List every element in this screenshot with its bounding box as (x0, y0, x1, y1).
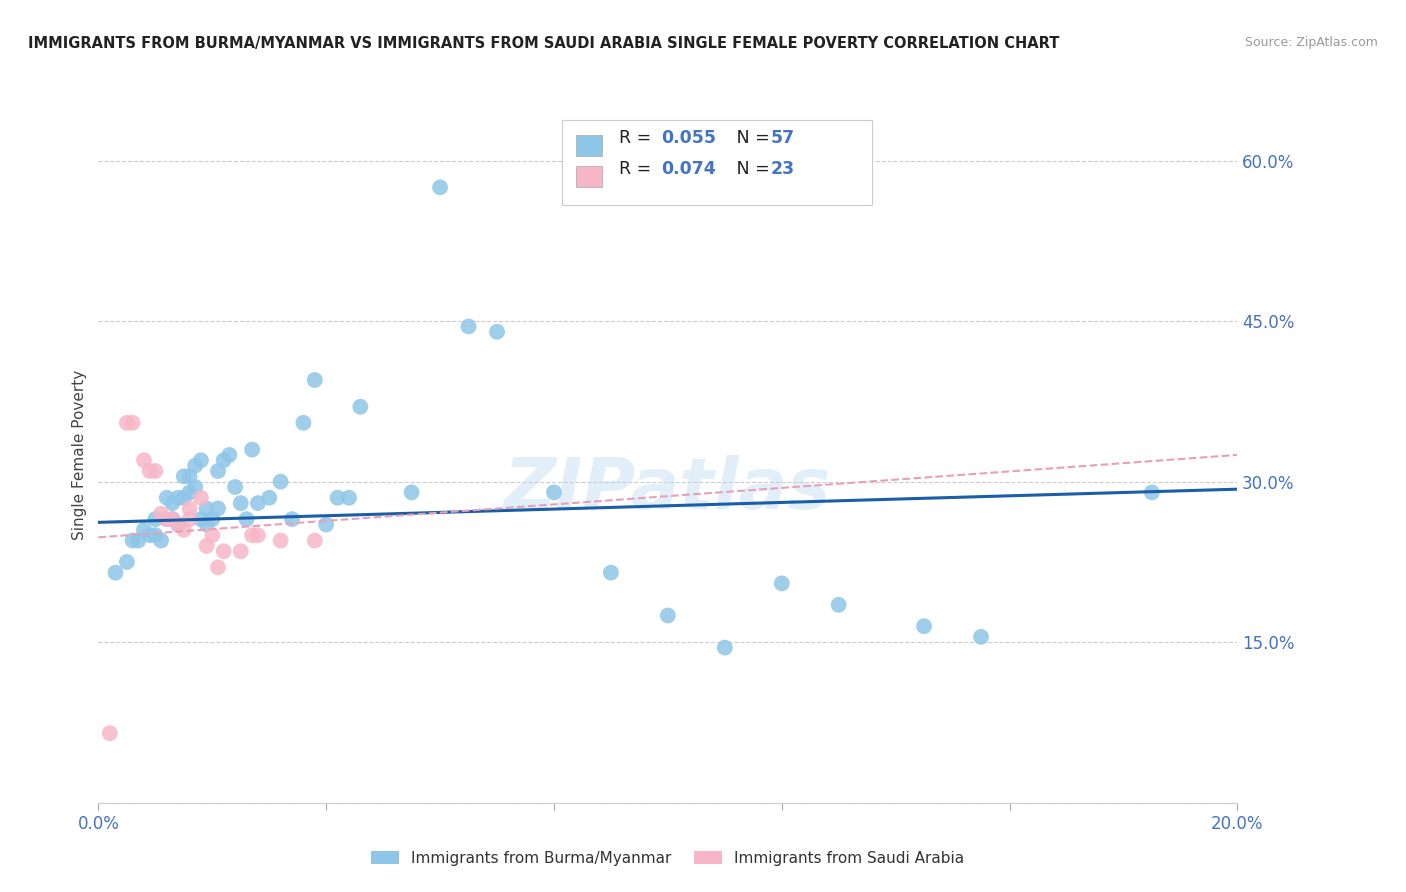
Point (246, 528, 269, 542)
Text: 23: 23 (770, 161, 794, 178)
Point (657, 608, 679, 623)
Point (240, 528, 263, 542)
Point (162, 496, 184, 510)
Point (115, 416, 138, 430)
Text: 57: 57 (770, 129, 794, 147)
Point (457, 319, 479, 334)
Point (162, 512, 184, 526)
Point (195, 501, 218, 516)
Text: N =: N = (720, 161, 775, 178)
Point (201, 528, 224, 542)
Point (132, 453, 155, 467)
Point (229, 496, 252, 510)
Point (190, 491, 212, 505)
Point (240, 442, 263, 457)
Point (218, 448, 240, 462)
Point (127, 533, 149, 548)
Point (121, 416, 143, 430)
Point (212, 544, 235, 558)
Point (179, 485, 201, 500)
Point (281, 512, 304, 526)
Point (179, 512, 201, 526)
Point (173, 469, 195, 483)
Point (304, 373, 326, 387)
Point (235, 512, 257, 526)
Point (207, 560, 229, 574)
Point (167, 517, 190, 532)
Point (167, 491, 190, 505)
Point (600, 566, 623, 580)
Point (115, 555, 138, 569)
Y-axis label: Single Female Poverty: Single Female Poverty (72, 370, 87, 540)
Point (429, 180, 451, 194)
Point (98, 726, 121, 740)
Point (201, 512, 224, 526)
Point (229, 544, 252, 558)
Point (156, 491, 179, 505)
Point (138, 528, 160, 542)
Point (190, 512, 212, 526)
Point (349, 400, 371, 414)
Point (145, 512, 167, 526)
Point (326, 491, 349, 505)
Point (315, 517, 337, 532)
Point (150, 533, 173, 548)
Point (156, 512, 179, 526)
Point (292, 416, 315, 430)
Point (173, 523, 195, 537)
Point (179, 469, 201, 483)
Point (150, 507, 173, 521)
Text: R =: R = (619, 161, 657, 178)
Text: ZIPatlas: ZIPatlas (505, 455, 831, 524)
Point (246, 496, 269, 510)
Point (156, 512, 179, 526)
Legend: Immigrants from Burma/Myanmar, Immigrants from Saudi Arabia: Immigrants from Burma/Myanmar, Immigrant… (366, 845, 970, 871)
Point (167, 517, 190, 532)
Text: Source: ZipAtlas.com: Source: ZipAtlas.com (1244, 36, 1378, 49)
Point (184, 480, 207, 494)
Point (1140, 485, 1163, 500)
Point (190, 453, 212, 467)
Point (270, 475, 292, 489)
Point (401, 485, 423, 500)
Point (770, 576, 793, 591)
Point (212, 453, 235, 467)
Point (104, 566, 127, 580)
Point (270, 533, 292, 548)
Text: IMMIGRANTS FROM BURMA/MYANMAR VS IMMIGRANTS FROM SAUDI ARABIA SINGLE FEMALE POVE: IMMIGRANTS FROM BURMA/MYANMAR VS IMMIGRA… (28, 36, 1060, 51)
Text: N =: N = (720, 129, 775, 147)
Point (970, 630, 993, 644)
Point (304, 533, 326, 548)
Text: 0.074: 0.074 (661, 161, 716, 178)
Point (184, 458, 207, 473)
Point (138, 464, 160, 478)
Point (912, 619, 935, 633)
Text: R =: R = (619, 129, 657, 147)
Point (121, 533, 143, 548)
Point (145, 528, 167, 542)
Point (714, 640, 737, 655)
Point (145, 464, 167, 478)
Point (195, 539, 218, 553)
Point (207, 464, 229, 478)
Point (486, 325, 509, 339)
Point (337, 491, 360, 505)
Point (173, 491, 195, 505)
Point (224, 480, 246, 494)
Point (543, 485, 565, 500)
Point (207, 501, 229, 516)
Point (195, 517, 218, 532)
Point (259, 491, 281, 505)
Point (828, 598, 851, 612)
Point (162, 512, 184, 526)
Text: 0.055: 0.055 (661, 129, 716, 147)
Point (179, 501, 201, 516)
Point (132, 523, 155, 537)
